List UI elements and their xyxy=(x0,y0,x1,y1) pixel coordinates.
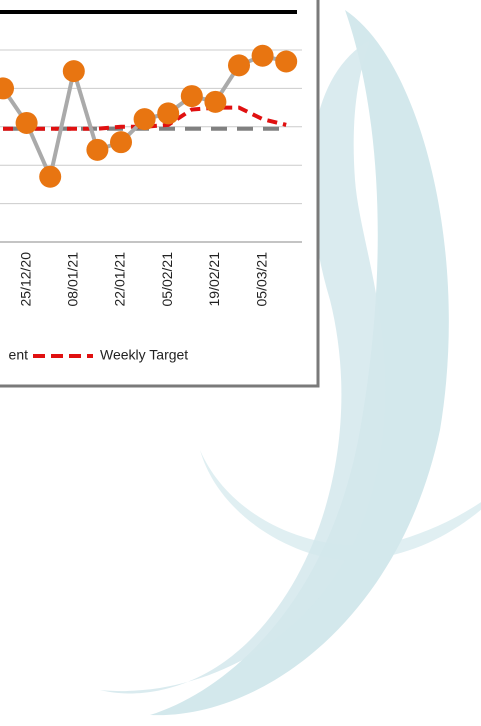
data-point xyxy=(86,139,108,161)
data-point xyxy=(228,54,250,76)
data-point xyxy=(252,45,274,67)
x-tick-label: 19/02/21 xyxy=(206,252,222,307)
data-point xyxy=(181,85,203,107)
data-point xyxy=(110,131,132,153)
legend-label: Weekly Target xyxy=(100,347,188,363)
data-point xyxy=(39,166,61,188)
data-point xyxy=(204,91,226,113)
data-point xyxy=(63,60,85,82)
x-tick-label: 05/02/21 xyxy=(159,252,175,307)
data-point xyxy=(134,108,156,130)
x-tick-label: 05/03/21 xyxy=(253,252,269,307)
page: 25/12/20 08/01/21 22/01/21 05/02/21 19/02/21… xyxy=(0,0,481,721)
x-tick-label: 08/01/21 xyxy=(65,252,81,307)
x-tick-label: 22/01/21 xyxy=(112,252,128,307)
data-point xyxy=(275,51,297,73)
data-point xyxy=(16,112,38,134)
legend-label: ent xyxy=(9,347,29,363)
data-point xyxy=(157,102,179,124)
x-tick-label: 25/12/20 xyxy=(17,252,33,307)
